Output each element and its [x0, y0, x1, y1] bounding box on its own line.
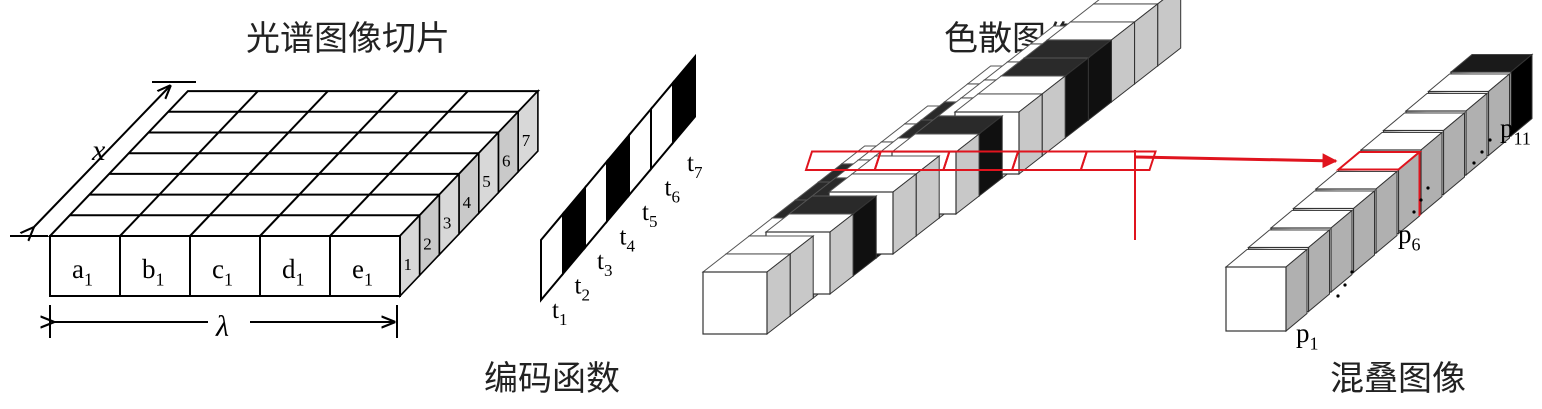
- code-label: t3: [597, 248, 612, 280]
- cube-front-label-sub: 1: [84, 270, 93, 290]
- code-label: t6: [665, 175, 680, 207]
- cube-front-label-sub: 1: [224, 270, 233, 290]
- code-label-base: t: [620, 224, 627, 251]
- aliased-dot: [1343, 283, 1347, 287]
- cube-top-col-line: [259, 90, 399, 237]
- cube-front-label: a1: [72, 254, 93, 290]
- aliased-label: p11: [1500, 113, 1531, 149]
- aliased-label-base: p: [1398, 219, 1412, 249]
- cube-depth-label: 3: [443, 214, 452, 233]
- cube-top-col-line: [329, 90, 469, 237]
- dispersed-image: [701, 0, 1182, 336]
- cube-side-slice: [517, 89, 539, 174]
- code-label-sub: 3: [604, 261, 613, 280]
- aliased-dot: [1336, 294, 1340, 298]
- code-stripe: [650, 80, 674, 172]
- dispersion-arrow: [1134, 153, 1338, 169]
- code-label-sub: 6: [671, 188, 680, 207]
- cube-front-label: b1: [142, 254, 165, 290]
- aliased-dot: [1480, 150, 1484, 154]
- aliased-dot: [1350, 270, 1354, 274]
- code-label-sub: 4: [626, 237, 635, 256]
- dispersed-cell: [701, 252, 792, 336]
- cube-depth-label: 4: [463, 193, 472, 212]
- cube-depth-label: 2: [423, 234, 432, 253]
- aliased-label-sub: 1: [1310, 334, 1319, 354]
- cube-front-label: d1: [282, 254, 305, 290]
- aliased-dot: [1488, 138, 1492, 142]
- code-stripe: [628, 106, 652, 198]
- cube-front-cell: [189, 235, 261, 297]
- cube-front-label: c1: [212, 254, 233, 290]
- code-label-sub: 5: [649, 212, 658, 231]
- cube-front-cell: [329, 235, 401, 297]
- dispersed-highlight-cell: [1079, 150, 1157, 171]
- aliased-label-base: p: [1500, 113, 1514, 143]
- cube-front-cell: [259, 235, 331, 297]
- caption-coding-function: 编码函数: [484, 359, 620, 399]
- lambda-axis-label: λ: [215, 310, 229, 343]
- code-label: t2: [575, 273, 590, 305]
- cube-depth-label: 6: [502, 152, 511, 171]
- code-stripe: [540, 211, 564, 303]
- cube-front-label-base: d: [282, 254, 296, 284]
- code-label: t4: [620, 224, 636, 256]
- cube-top-col-line: [189, 90, 329, 237]
- cube-depth-label: 5: [482, 172, 491, 191]
- code-label: t5: [642, 199, 657, 231]
- cube-front-label-sub: 1: [364, 270, 373, 290]
- code-label-base: t: [575, 273, 582, 300]
- aliased-dot: [1412, 210, 1416, 214]
- aliased-label: p1: [1296, 318, 1319, 354]
- cube-front-label-base: a: [72, 254, 84, 284]
- code-stripe: [606, 132, 630, 225]
- code-label-sub: 2: [581, 286, 590, 305]
- cube-front-label-base: e: [352, 254, 364, 284]
- code-stripe: [672, 53, 696, 146]
- code-label: t1: [552, 297, 567, 329]
- x-axis-label: x: [91, 134, 106, 167]
- code-label: t7: [687, 150, 703, 182]
- code-label-base: t: [552, 297, 559, 324]
- lambda-axis-arrow: [50, 305, 398, 338]
- dispersed-cell-side: [1157, 0, 1182, 68]
- code-stripe: [584, 158, 608, 251]
- cube-front-label-sub: 1: [156, 270, 165, 290]
- code-stripe: [562, 184, 586, 277]
- aliased-dot: [1426, 186, 1430, 190]
- code-label-sub: 7: [694, 163, 703, 182]
- cube-front-label: e1: [352, 254, 373, 290]
- cube-front-label-base: c: [212, 254, 224, 284]
- dispersed-cell-front: [702, 271, 768, 335]
- code-label-base: t: [642, 199, 649, 226]
- x-axis-arrow: [10, 81, 196, 236]
- code-label-sub: 1: [559, 310, 568, 329]
- aliased-label-base: p: [1296, 318, 1310, 348]
- aliased-label-sub: 6: [1412, 235, 1421, 255]
- aliased-dot: [1472, 161, 1476, 165]
- code-label-base: t: [687, 150, 694, 177]
- aliased-label-sub: 11: [1514, 129, 1531, 149]
- cube-depth-label: 1: [404, 255, 413, 274]
- cube-front-label-base: b: [142, 254, 156, 284]
- aliased-label: p6: [1398, 219, 1421, 255]
- aliased-dot: [1419, 198, 1423, 202]
- aliased-cell: [1224, 248, 1309, 333]
- cube-depth-label: 7: [522, 131, 531, 150]
- caption-spectral-slices: 光谱图像切片: [246, 19, 450, 59]
- aliased-cell-front: [1225, 266, 1287, 332]
- cube-front-label-sub: 1: [296, 270, 305, 290]
- code-label-base: t: [665, 175, 672, 202]
- code-label-base: t: [597, 248, 604, 275]
- caption-aliased-image: 混叠图像: [1330, 359, 1466, 399]
